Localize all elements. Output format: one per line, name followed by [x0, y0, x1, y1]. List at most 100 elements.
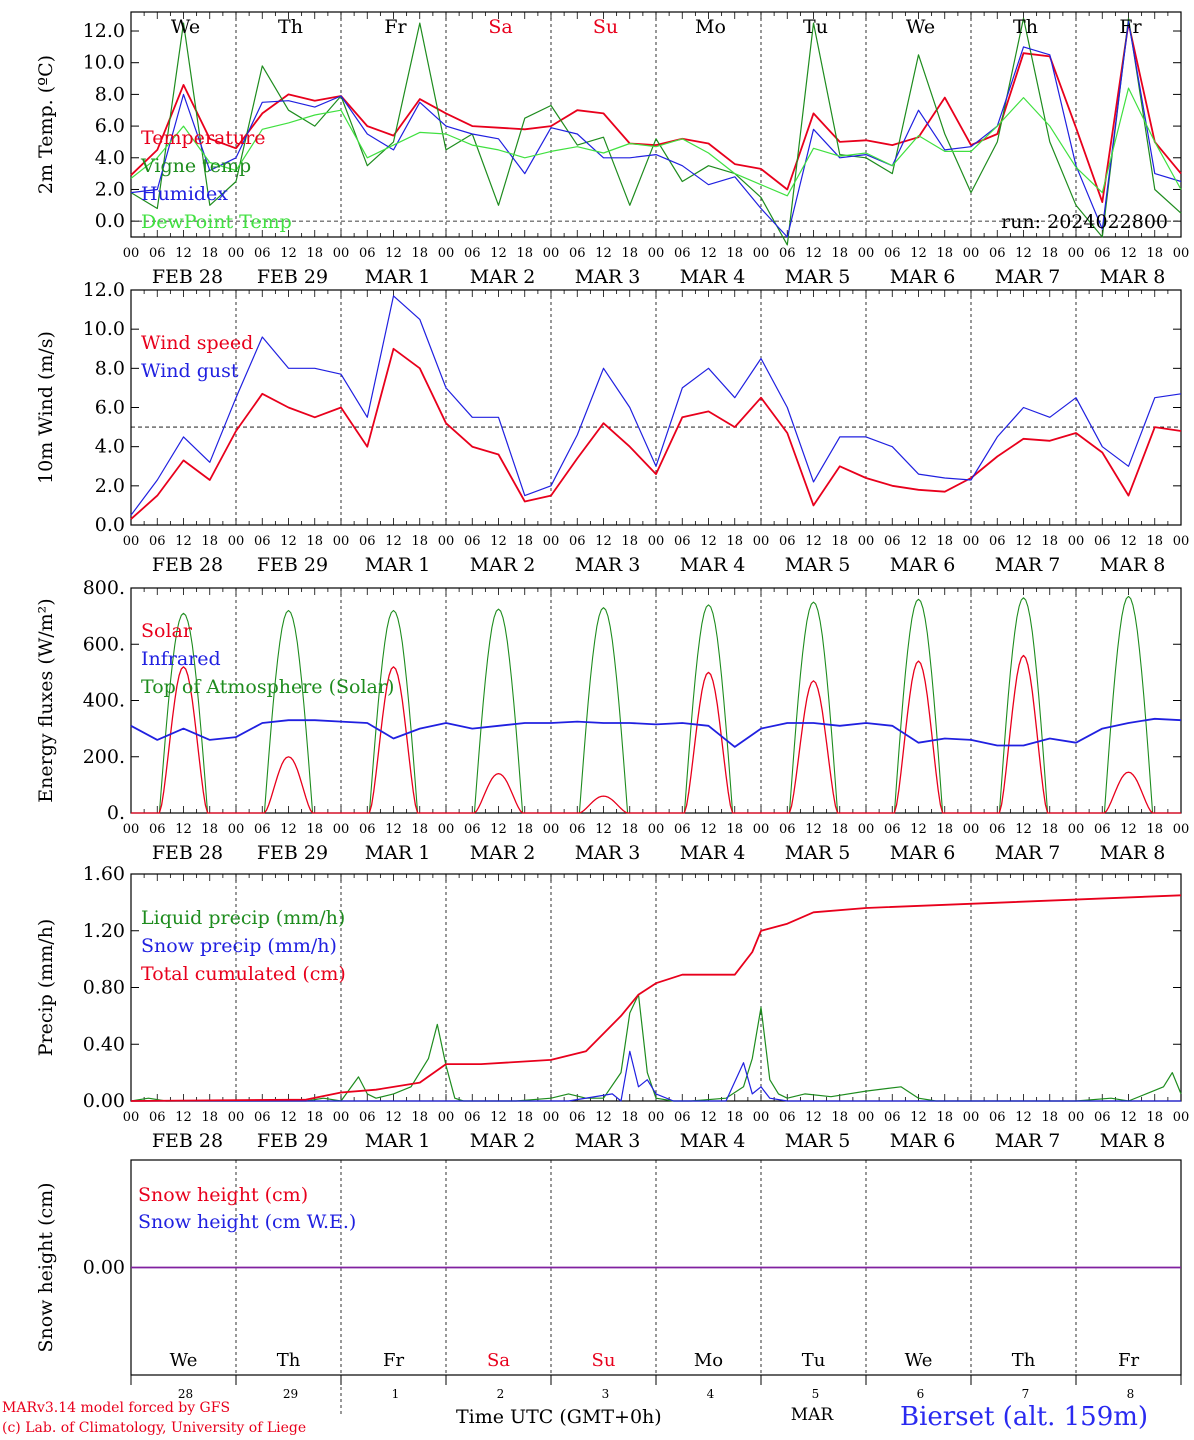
hour-label: 18 — [1041, 1110, 1058, 1125]
hour-label: 12 — [1120, 1110, 1137, 1125]
hour-label: 12 — [910, 534, 927, 549]
hour-label: 18 — [411, 822, 428, 837]
hour-label: 06 — [464, 534, 481, 549]
day-of-week: Mo — [695, 16, 726, 38]
hour-label: 00 — [123, 246, 140, 261]
day-of-week: Tu — [803, 16, 828, 38]
y-tick-label: 0.0 — [95, 514, 125, 536]
hour-label: 06 — [989, 1110, 1006, 1125]
hour-label: 12 — [490, 822, 507, 837]
hour-label: 12 — [700, 822, 717, 837]
date-label: MAR 8 — [1100, 554, 1166, 576]
hour-label: 00 — [438, 246, 455, 261]
day-of-week: Fr — [384, 16, 407, 38]
date-label: MAR 7 — [995, 842, 1061, 864]
y-tick-label: 0.40 — [83, 1033, 125, 1055]
y-tick-label: 0.0 — [95, 210, 125, 232]
date-label: MAR 4 — [680, 842, 746, 864]
solar-line — [866, 660, 971, 814]
day-of-week: Fr — [383, 1350, 404, 1371]
y-tick-label: 8.0 — [95, 83, 125, 105]
date-label: MAR 8 — [1100, 266, 1166, 288]
hour-label: 12 — [910, 1110, 927, 1125]
hour-label: 00 — [438, 1110, 455, 1125]
solar-line — [656, 671, 761, 814]
day-of-week: Th — [278, 16, 303, 38]
y-tick-label: 12.0 — [83, 279, 125, 301]
day-number: 28 — [178, 1387, 193, 1401]
hour-label: 00 — [123, 822, 140, 837]
date-label: MAR 4 — [680, 1130, 746, 1152]
day-of-week: We — [170, 1350, 198, 1371]
hour-label: 06 — [989, 822, 1006, 837]
hour-label: 00 — [753, 822, 770, 837]
hour-label: 06 — [674, 1110, 691, 1125]
y-axis-label: Precip (mm/h) — [35, 919, 57, 1057]
hour-label: 12 — [805, 534, 822, 549]
hour-label: 06 — [149, 1110, 166, 1125]
toa-solar-line — [656, 604, 761, 814]
hour-label: 06 — [569, 246, 586, 261]
hour-label: 00 — [1173, 534, 1190, 549]
hour-label: 00 — [543, 822, 560, 837]
hour-label: 06 — [779, 534, 796, 549]
hour-label: 00 — [333, 822, 350, 837]
series-total-cumulated-cm- — [130, 894, 1182, 1102]
hour-label: 12 — [1120, 246, 1137, 261]
hour-label: 12 — [175, 534, 192, 549]
hour-label: 18 — [411, 534, 428, 549]
series-humidex — [130, 20, 1182, 238]
hour-label: 18 — [936, 1110, 953, 1125]
toa-solar-line — [551, 607, 656, 814]
toa-solar-line — [131, 612, 236, 814]
hour-label: 06 — [149, 534, 166, 549]
run-label: run: 2024022800 — [1001, 211, 1168, 233]
legend-entry: Total cumulated (cm) — [141, 963, 346, 985]
hour-label: 06 — [884, 822, 901, 837]
hour-label: 12 — [280, 246, 297, 261]
hour-label: 18 — [936, 822, 953, 837]
hour-label: 18 — [411, 1110, 428, 1125]
hour-label: 18 — [516, 246, 533, 261]
day-number: 5 — [812, 1387, 820, 1401]
legend-entry: Temperature — [141, 127, 265, 149]
hour-label: 18 — [831, 246, 848, 261]
date-label: FEB 28 — [152, 554, 223, 576]
hour-label: 00 — [543, 1110, 560, 1125]
date-label: MAR 3 — [575, 842, 641, 864]
hour-label: 00 — [438, 822, 455, 837]
toa-solar-line — [761, 601, 866, 814]
day-number: 3 — [602, 1387, 610, 1401]
hour-label: 06 — [674, 246, 691, 261]
station-label: Bierset (alt. 159m) — [900, 1402, 1149, 1432]
date-label: MAR 8 — [1100, 842, 1166, 864]
date-label: FEB 28 — [152, 1130, 223, 1152]
series-temperature — [130, 22, 1182, 204]
hour-label: 00 — [858, 1110, 875, 1125]
date-label: MAR 1 — [365, 1130, 431, 1152]
hour-label: 00 — [543, 534, 560, 549]
hour-label: 00 — [648, 534, 665, 549]
day-of-week: Su — [592, 1350, 616, 1371]
date-label: MAR 5 — [785, 554, 851, 576]
hour-label: 18 — [621, 534, 638, 549]
hour-label: 06 — [884, 246, 901, 261]
legend-entry: Wind speed — [141, 332, 253, 354]
legend-entry: Snow precip (mm/h) — [141, 935, 337, 957]
solar-line — [236, 756, 341, 814]
legend-entry: Infrared — [141, 648, 221, 670]
date-label: MAR 5 — [785, 266, 851, 288]
date-label: MAR 2 — [470, 1130, 536, 1152]
hour-label: 12 — [910, 246, 927, 261]
hour-label: 12 — [700, 534, 717, 549]
day-of-week: We — [906, 16, 935, 38]
hour-label: 12 — [595, 822, 612, 837]
hour-label: 12 — [595, 1110, 612, 1125]
hour-label: 12 — [1015, 1110, 1032, 1125]
legend-entry: Humidex — [141, 183, 228, 205]
date-label: MAR 5 — [785, 842, 851, 864]
date-label: MAR 6 — [890, 266, 956, 288]
hour-label: 18 — [831, 1110, 848, 1125]
hour-label: 18 — [1146, 822, 1163, 837]
